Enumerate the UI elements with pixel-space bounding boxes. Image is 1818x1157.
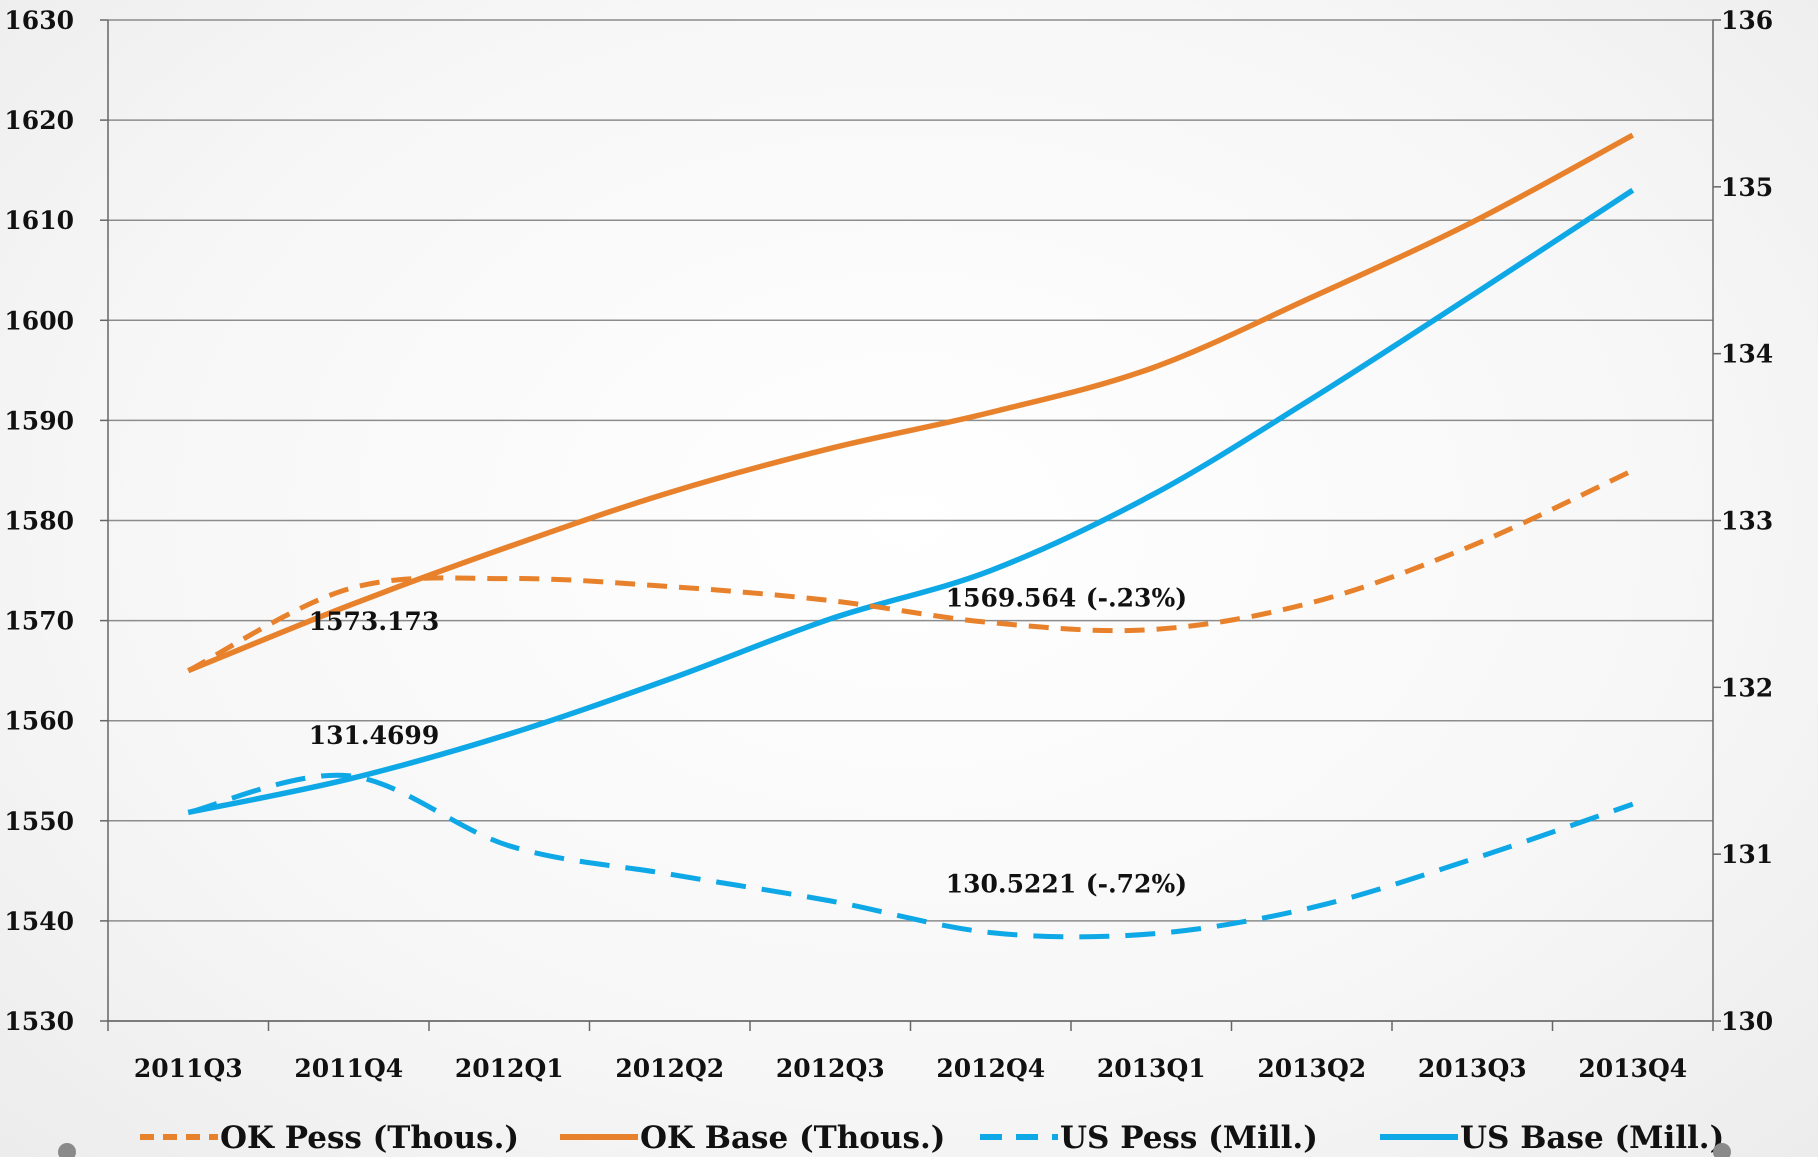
right-tick-label: 136 [1721,6,1773,35]
left-tick-label: 1560 [4,707,74,736]
series-line-ok-base-thous [187,132,1635,674]
data-label-note: (-.72%) [1086,870,1187,899]
x-tick-label: 2012Q2 [615,1054,724,1083]
slide-dot-right [1713,1143,1731,1157]
x-tick-label: 2013Q1 [1097,1054,1206,1083]
x-tick-label: 2013Q2 [1257,1054,1366,1083]
data-label-note: (-.23%) [1086,584,1187,613]
left-tick-label: 1550 [4,807,74,836]
data-label: 1569.564 [946,584,1076,613]
legend-label: OK Pess (Thous.) [220,1120,519,1156]
slide-dot-left [58,1143,76,1157]
left-tick-label: 1540 [4,907,74,936]
right-tick-label: 135 [1721,173,1773,202]
right-tick-label: 131 [1721,840,1773,869]
right-tick-label: 133 [1721,507,1773,536]
legend-label: US Pess (Mill.) [1060,1120,1318,1156]
left-tick-label: 1580 [4,507,74,536]
axes [100,19,1721,1031]
series-lines [187,132,1635,940]
x-tick-label: 2011Q3 [134,1054,243,1083]
x-axis-ticks: 2011Q3 2011Q4 2012Q1 2012Q2 2012Q3 2012Q4 2013… [134,1054,1687,1083]
left-tick-label: 1630 [4,6,74,35]
data-labels: 1573.173 1569.564 (-.23%) 131.4699 130.5221 (… [309,584,1187,899]
x-tick-label: 2012Q3 [776,1054,885,1083]
left-tick-label: 1610 [4,206,74,235]
x-tick-label: 2012Q4 [936,1054,1045,1083]
right-axis-ticks: 130 131 132 133 134 135 136 [1721,6,1773,1036]
legend-label: OK Base (Thous.) [640,1120,945,1156]
left-tick-label: 1600 [4,306,74,335]
data-label: 130.5221 [946,870,1076,899]
left-tick-label: 1620 [4,106,74,135]
left-tick-label: 1590 [4,406,74,435]
gridlines [108,19,1713,1022]
right-tick-label: 130 [1721,1007,1773,1036]
x-tick-label: 2012Q1 [455,1054,564,1083]
right-tick-label: 132 [1721,673,1773,702]
series-line-us-base-mill [187,187,1635,816]
left-axis-ticks: 1530 1540 1550 1560 1570 1580 1590 1600 1610 1620… [4,6,74,1036]
left-tick-label: 1570 [4,607,74,636]
series-line-ok-pess-thous [187,468,1634,673]
data-label: 1573.173 [309,607,439,636]
data-label: 131.4699 [309,721,439,750]
x-tick-label: 2011Q4 [294,1054,403,1083]
legend-label: US Base (Mill.) [1460,1120,1724,1156]
left-tick-label: 1530 [4,1007,74,1036]
legend: OK Pess (Thous.) OK Base (Thous.) US Pess … [140,1120,1724,1156]
series-line-us-pess-mill [187,772,1634,940]
x-tick-label: 2013Q4 [1578,1054,1687,1083]
x-tick-label: 2013Q3 [1418,1054,1527,1083]
right-tick-label: 134 [1721,340,1773,369]
